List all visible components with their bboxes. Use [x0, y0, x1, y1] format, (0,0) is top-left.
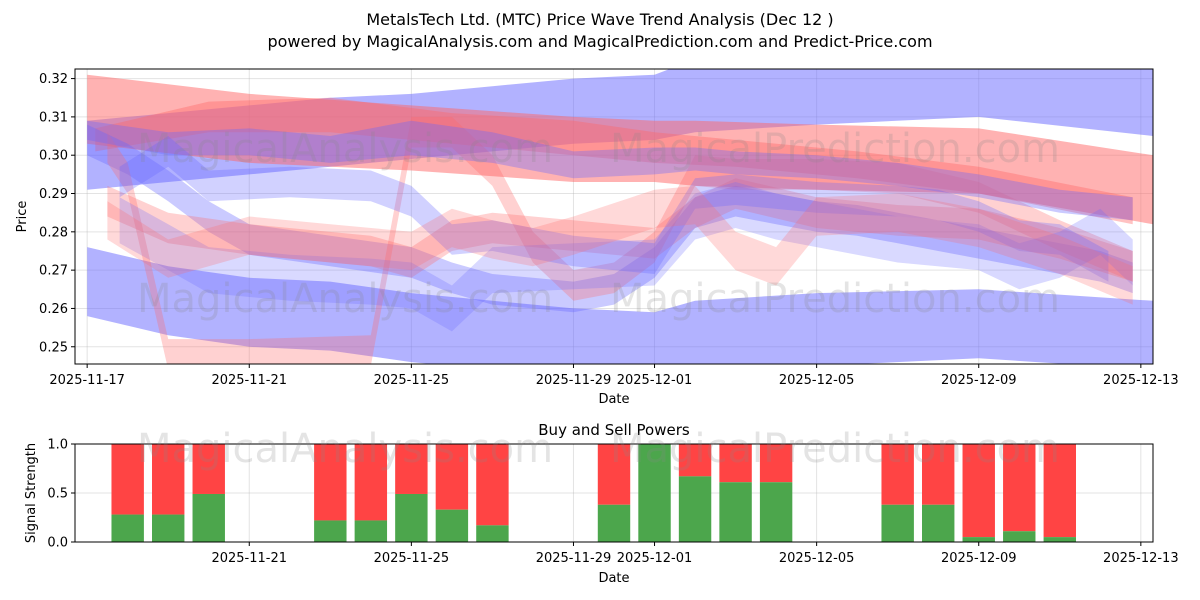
sell-bar — [152, 444, 185, 515]
sell-bar — [111, 444, 144, 515]
buy-bar — [759, 482, 793, 542]
buy-bar — [719, 482, 752, 542]
price-xtick-label: 2025-11-25 — [374, 373, 450, 388]
price-xtick-label: 2025-12-09 — [941, 373, 1017, 388]
signal-xtick-label: 2025-12-01 — [617, 551, 693, 566]
sell-bar — [1003, 444, 1036, 532]
sell-bar — [759, 444, 793, 483]
watermark-analysis-bottom: MagicalAnalysis.com — [137, 426, 553, 472]
watermark-prediction-top: MagicalPrediction.com — [610, 126, 1060, 172]
buy-bar — [962, 537, 995, 542]
signal-xtick-label: 2025-12-13 — [1103, 551, 1179, 566]
signal-xtick-label: 2025-12-05 — [779, 551, 855, 566]
buy-bar — [111, 514, 144, 542]
sell-bar — [597, 444, 631, 505]
signal-xtick-label: 2025-12-09 — [941, 551, 1017, 566]
price-band-red-3 — [95, 97, 1133, 225]
buy-bar — [192, 493, 225, 542]
buy-bar — [435, 509, 469, 542]
watermark-prediction-bottom: MagicalPrediction.com — [610, 426, 1060, 472]
price-band-red-9 — [107, 185, 1133, 305]
price-ytick-label: 0.29 — [39, 187, 68, 202]
chart-title-line1: MetalsTech Ltd. (MTC) Price Wave Trend A… — [366, 10, 833, 29]
price-ytick-label: 0.28 — [39, 225, 68, 240]
sell-bar — [719, 444, 752, 483]
signal-plot: 0.0 0.5 1.0 2025-11-21 2025-11-25 2025-11-29 2… — [24, 421, 1179, 586]
price-xtick-label: 2025-12-13 — [1103, 373, 1179, 388]
price-ytick-label: 0.32 — [39, 72, 68, 87]
buy-bar — [881, 504, 914, 542]
sell-bar — [354, 444, 388, 521]
price-band-blue-4 — [87, 124, 1133, 313]
price-xtick-label: 2025-11-17 — [49, 373, 125, 388]
sell-bar — [1043, 444, 1076, 538]
sell-bar — [314, 444, 347, 521]
price-plot-frame — [74, 68, 1154, 365]
buy-bar — [597, 504, 631, 542]
buy-bar — [638, 444, 671, 542]
price-band-red-2 — [87, 74, 1153, 225]
signal-ytick-label: 0.5 — [47, 487, 68, 502]
price-xlabel: Date — [598, 392, 629, 407]
price-band-blue-1 — [87, 247, 1153, 364]
signal-xtick-label: 2025-11-21 — [211, 551, 287, 566]
price-plot: 0.25 0.26 0.27 0.28 0.29 0.30 0.31 0.32 2025-11-… — [15, 68, 1179, 407]
buy-bar — [1043, 537, 1076, 542]
price-xtick-label: 2025-11-29 — [536, 373, 612, 388]
price-band-red-6 — [107, 178, 1133, 282]
watermark-analysis-top: MagicalAnalysis.com — [137, 126, 553, 172]
price-xtick-label: 2025-11-21 — [211, 373, 287, 388]
buy-bar — [354, 520, 388, 542]
sell-bar — [476, 444, 509, 526]
watermark-prediction-mid: MagicalPrediction.com — [610, 276, 1060, 322]
signal-xtick-label: 2025-11-29 — [536, 551, 612, 566]
sell-bar — [395, 444, 428, 494]
sell-bar — [192, 444, 225, 494]
watermark-analysis-mid: MagicalAnalysis.com — [137, 276, 553, 322]
buy-bar — [314, 520, 347, 542]
price-ytick-label: 0.31 — [39, 110, 68, 125]
buy-bar — [678, 476, 712, 542]
price-ylabel: Price — [15, 201, 30, 233]
price-ytick-label: 0.27 — [39, 264, 68, 279]
signal-ylabel: Signal Strength — [24, 443, 39, 543]
sell-bar — [435, 444, 469, 510]
chart-title-line2: powered by MagicalAnalysis.com and Magic… — [267, 32, 932, 51]
price-xtick-label: 2025-12-05 — [779, 373, 855, 388]
sell-bar — [962, 444, 995, 538]
sell-bar — [678, 444, 712, 477]
sell-bar — [922, 444, 955, 505]
buy-bar — [476, 525, 509, 542]
price-ytick-label: 0.30 — [39, 149, 68, 164]
signal-ytick-label: 1.0 — [47, 438, 68, 453]
buy-bar — [152, 514, 185, 542]
sell-bar — [881, 444, 914, 505]
signal-ytick-label: 0.0 — [47, 536, 68, 551]
signal-xlabel: Date — [598, 571, 629, 586]
price-ytick-label: 0.26 — [39, 302, 68, 317]
signal-xtick-label: 2025-11-25 — [374, 551, 450, 566]
price-ytick-label: 0.25 — [39, 340, 68, 355]
price-band-blue-8 — [119, 182, 1133, 332]
price-band-blue-7 — [119, 136, 1109, 282]
price-xtick-label: 2025-12-01 — [617, 373, 693, 388]
buy-bar — [1003, 531, 1036, 542]
price-band-red-5 — [107, 116, 1133, 364]
signal-title: Buy and Sell Powers — [538, 421, 690, 439]
buy-bar — [922, 504, 955, 542]
price-band-blue-10 — [87, 120, 1133, 221]
buy-bar — [395, 493, 428, 542]
